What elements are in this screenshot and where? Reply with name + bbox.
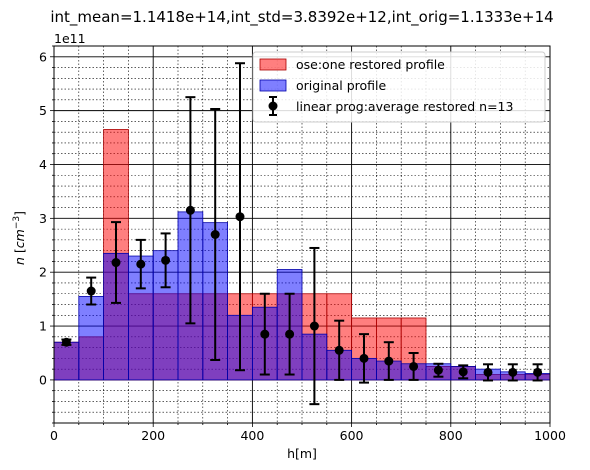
data-point (161, 255, 171, 265)
data-point (508, 367, 518, 377)
data-point (384, 356, 394, 366)
legend-label-average: linear prog:average restored n=13 (296, 99, 513, 114)
data-point (433, 365, 443, 375)
legend-box (252, 51, 546, 123)
x-tick-label: 600 (340, 428, 364, 443)
x-axis-ticks: 0 200 400 600 800 1000 (50, 423, 566, 443)
y-tick-label: 1 (39, 319, 47, 334)
data-point (309, 321, 319, 331)
legend-swatch-restored (259, 58, 287, 71)
y-tick-label: 4 (39, 157, 47, 172)
data-point (185, 205, 195, 215)
x-tick-label: 1000 (534, 428, 566, 443)
data-point (285, 329, 295, 339)
y-tick-label: 6 (39, 49, 47, 64)
original-bar (53, 341, 80, 381)
x-tick-label: 400 (240, 428, 264, 443)
x-tick-label: 800 (439, 428, 463, 443)
y-tick-label: 5 (39, 103, 47, 118)
original-bar (78, 296, 105, 381)
legend-swatch-original (259, 79, 287, 92)
data-point (210, 230, 220, 239)
data-point (61, 337, 71, 347)
x-axis-label: h[m] (287, 446, 317, 461)
legend-label-restored: ose:one restored profile (296, 57, 445, 72)
legend-marker (268, 101, 278, 111)
data-point (533, 367, 543, 377)
data-point (235, 212, 245, 222)
legend: ose:one restored profile original profil… (252, 51, 546, 123)
chart-title: int_mean=1.1418e+14,int_std=3.8392e+12,i… (50, 8, 553, 27)
y-tick-label: 3 (39, 211, 47, 226)
y-axis-ticks: 0 1 2 3 4 5 6 (39, 45, 54, 424)
y-tick-label: 2 (39, 265, 47, 280)
data-point (260, 329, 270, 339)
data-point (334, 345, 344, 355)
data-point (136, 259, 146, 269)
y-tick-label: 0 (39, 372, 47, 387)
data-point (458, 367, 468, 377)
data-point (409, 361, 419, 371)
x-tick-label: 0 (50, 428, 58, 443)
y-offset-label: 1e11 (54, 31, 86, 46)
data-point (359, 353, 369, 363)
series-average-errorbars (61, 62, 543, 406)
data-point (483, 367, 493, 377)
data-point (86, 286, 96, 296)
data-point (111, 258, 121, 268)
x-tick-label: 200 (141, 428, 165, 443)
legend-label-original: original profile (296, 78, 386, 93)
